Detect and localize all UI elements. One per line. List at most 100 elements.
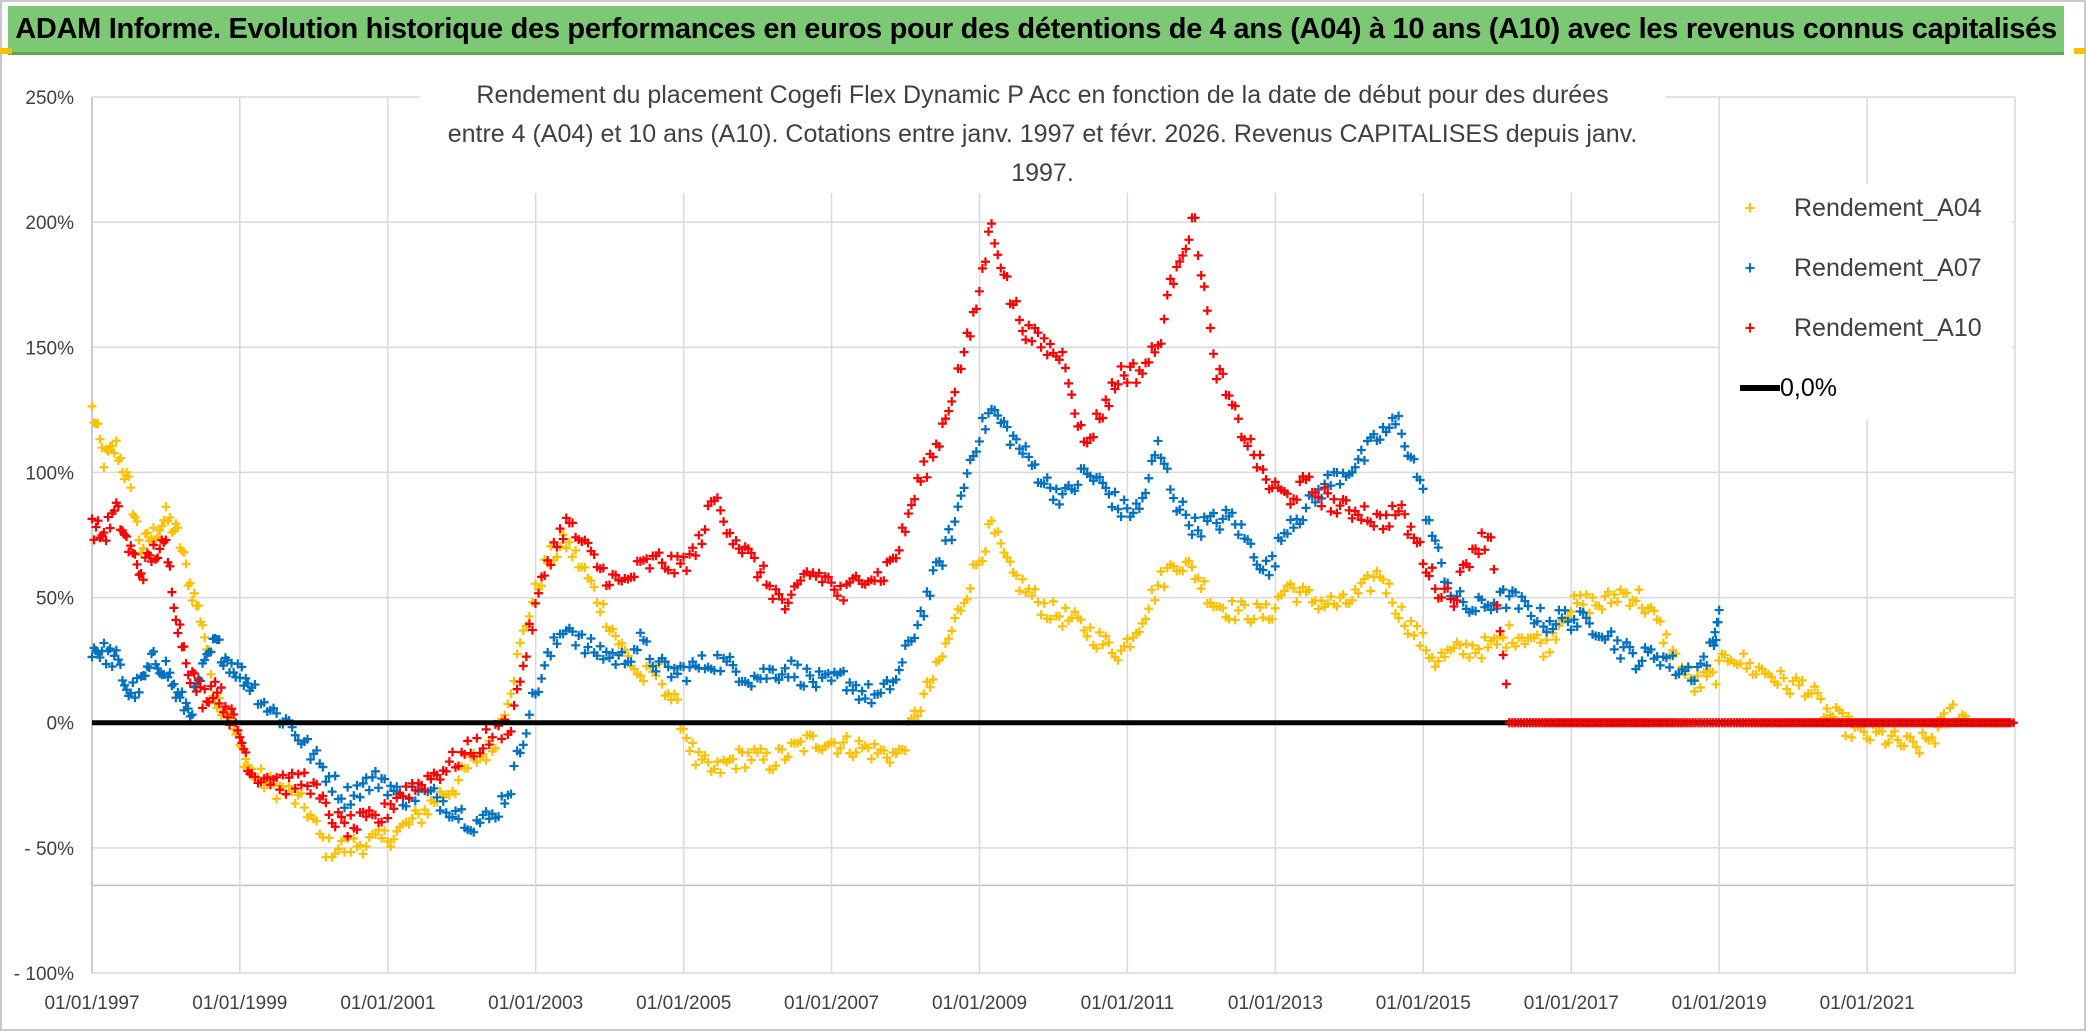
data-point-rendement-a10 <box>1193 250 1203 260</box>
data-point-rendement-a10 <box>1021 335 1031 345</box>
data-point-rendement-a10 <box>688 543 698 553</box>
data-point-rendement-a04 <box>567 552 577 562</box>
data-point-rendement-a07 <box>1147 456 1157 466</box>
data-point-rendement-a04 <box>423 809 433 819</box>
banner-accent-left <box>0 48 12 54</box>
data-point-rendement-a04 <box>1893 735 1903 745</box>
data-point-rendement-a07 <box>447 812 457 822</box>
data-point-rendement-a10 <box>1002 271 1012 281</box>
data-point-rendement-a10 <box>719 517 729 527</box>
data-point-rendement-a10 <box>552 542 562 552</box>
data-point-rendement-a10 <box>447 747 457 757</box>
data-point-rendement-a10 <box>1218 369 1228 379</box>
data-point-rendement-a04 <box>944 634 954 644</box>
data-point-rendement-a07 <box>343 782 353 792</box>
data-point-rendement-a07 <box>1477 595 1487 605</box>
data-point-rendement-a10 <box>1409 533 1419 543</box>
data-point-rendement-a07 <box>780 663 790 673</box>
data-point-rendement-a07 <box>1233 530 1243 540</box>
data-point-rendement-a07 <box>105 644 115 654</box>
data-point-rendement-a04 <box>1150 595 1160 605</box>
data-point-rendement-a10 <box>1150 347 1160 357</box>
data-point-rendement-a04 <box>1464 652 1474 662</box>
data-point-rendement-a10 <box>321 798 331 808</box>
data-point-rendement-a07 <box>214 635 224 645</box>
data-point-rendement-a04 <box>377 833 387 843</box>
data-point-rendement-a04 <box>839 737 849 747</box>
data-point-rendement-a07 <box>814 666 824 676</box>
data-point-rendement-a04 <box>179 547 189 557</box>
data-point-rendement-a10 <box>306 789 316 799</box>
data-point-rendement-a10 <box>481 724 491 734</box>
data-point-rendement-a04 <box>1156 567 1166 577</box>
data-point-rendement-a10 <box>527 625 537 635</box>
data-point-rendement-a10 <box>1495 626 1505 636</box>
data-point-rendement-a10 <box>1255 450 1265 460</box>
data-point-rendement-a07 <box>910 633 920 643</box>
data-point-rendement-a04 <box>189 588 199 598</box>
data-point-rendement-a10 <box>200 684 210 694</box>
data-point-rendement-a07 <box>272 708 282 718</box>
data-point-rendement-a04 <box>1381 588 1391 598</box>
data-point-rendement-a04 <box>1745 658 1755 668</box>
data-point-rendement-a07 <box>1153 436 1163 446</box>
data-point-rendement-a04 <box>206 669 216 679</box>
data-point-rendement-a10 <box>725 528 735 538</box>
data-point-rendement-a10 <box>540 571 550 581</box>
data-point-rendement-a04 <box>762 748 772 758</box>
data-point-rendement-a10 <box>916 476 926 486</box>
data-point-rendement-a10 <box>829 585 839 595</box>
data-point-rendement-a07 <box>1236 519 1246 529</box>
data-point-rendement-a07 <box>1024 452 1034 462</box>
data-point-rendement-a04 <box>503 699 513 709</box>
data-point-rendement-a04 <box>1914 748 1924 758</box>
x-tick-label: 01/01/1997 <box>44 993 139 1014</box>
data-point-rendement-a04 <box>1227 596 1237 606</box>
data-point-rendement-a07 <box>1560 605 1570 615</box>
data-point-rendement-a04 <box>1261 599 1271 609</box>
data-point-rendement-a07 <box>1021 441 1031 451</box>
data-point-rendement-a10 <box>1045 339 1055 349</box>
data-point-rendement-a07 <box>1625 642 1635 652</box>
data-point-rendement-a10 <box>546 560 556 570</box>
data-point-rendement-a04 <box>1455 640 1465 650</box>
data-point-rendement-a10 <box>826 578 836 588</box>
data-point-rendement-a07 <box>1258 565 1268 575</box>
data-point-rendement-a10 <box>759 561 769 571</box>
data-point-rendement-a07 <box>1699 652 1709 662</box>
data-point-rendement-a10 <box>558 534 568 544</box>
data-point-rendement-a10 <box>1162 290 1172 300</box>
data-point-rendement-a10 <box>712 493 722 503</box>
data-point-rendement-a04 <box>185 578 195 588</box>
data-point-rendement-a07 <box>101 659 111 669</box>
data-point-rendement-a04 <box>1326 592 1336 602</box>
data-point-rendement-a04 <box>1720 650 1730 660</box>
data-point-rendement-a10 <box>241 747 251 757</box>
data-point-rendement-a04 <box>1498 632 1508 642</box>
data-point-rendement-a04 <box>1501 643 1511 653</box>
data-point-rendement-a04 <box>1039 598 1049 608</box>
data-point-rendement-a10 <box>410 785 420 795</box>
data-point-rendement-a04 <box>1545 647 1555 657</box>
data-point-rendement-a07 <box>367 772 377 782</box>
data-point-rendement-a04 <box>1899 741 1909 751</box>
data-point-rendement-a10 <box>604 580 614 590</box>
data-point-rendement-a07 <box>169 679 179 689</box>
data-point-rendement-a10 <box>755 567 765 577</box>
data-point-rendement-a07 <box>857 686 867 696</box>
data-point-rendement-a07 <box>1612 635 1622 645</box>
data-point-rendement-a07 <box>336 794 346 804</box>
data-point-rendement-a07 <box>1150 450 1160 460</box>
data-point-rendement-a07 <box>269 703 279 713</box>
data-point-rendement-a10 <box>657 558 667 568</box>
data-point-rendement-a04 <box>1427 653 1437 663</box>
data-point-rendement-a10 <box>1498 650 1508 660</box>
data-point-rendement-a10 <box>506 726 516 736</box>
data-point-rendement-a04 <box>947 626 957 636</box>
data-point-rendement-a10 <box>136 569 146 579</box>
data-point-rendement-a07 <box>364 785 374 795</box>
data-point-rendement-a10 <box>484 740 494 750</box>
data-point-rendement-a10 <box>290 783 300 793</box>
data-point-rendement-a04 <box>1060 603 1070 613</box>
data-point-rendement-a04 <box>181 559 191 569</box>
